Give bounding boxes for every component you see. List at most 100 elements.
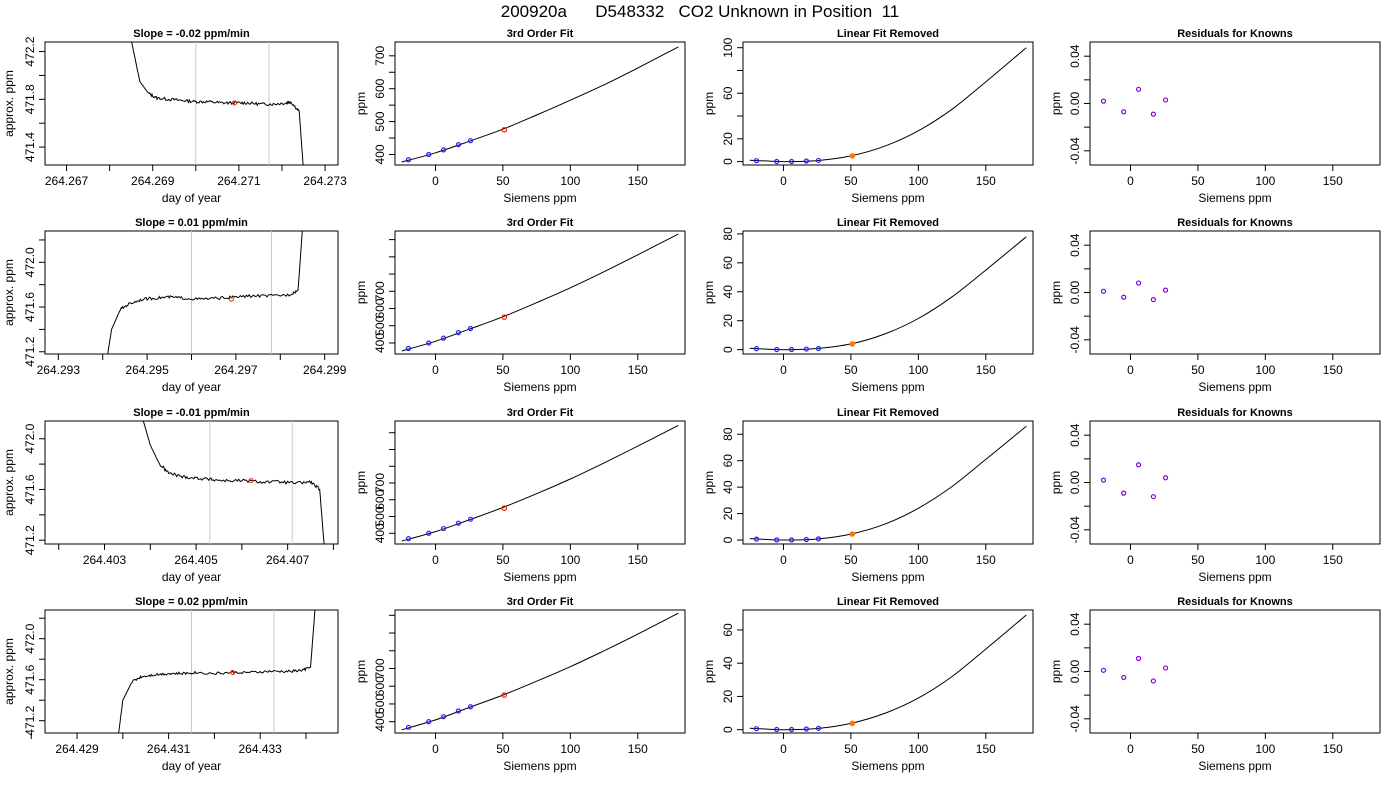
sample-marker [232, 100, 238, 106]
x-tick-label: 150 [976, 363, 996, 377]
y-axis-label: approx. ppm [2, 259, 16, 326]
unknown-point [849, 720, 856, 727]
y-tick-label: 0.00 [1068, 280, 1082, 304]
x-tick-label: 50 [1191, 363, 1205, 377]
known-point [1150, 111, 1156, 117]
known-point [440, 714, 447, 720]
fit-curve [401, 612, 679, 731]
x-tick-label: 264.271 [217, 174, 261, 188]
x-tick-label: 150 [1323, 742, 1343, 756]
panel-title: Linear Fit Removed [837, 407, 939, 419]
known-point [426, 151, 432, 158]
x-tick-label: 50 [1191, 553, 1205, 567]
panel-title: Residuals for Knowns [1177, 407, 1293, 419]
known-point [405, 157, 412, 163]
panel-r2-c2: 3rd Order Fit 0 50 100 150 Siemens ppm 4005006… [354, 217, 686, 394]
known-point [815, 157, 822, 164]
known-point [753, 726, 760, 732]
plot-frame [394, 230, 686, 355]
plot-area [749, 614, 1027, 733]
y-tick-label: 472.0 [23, 247, 37, 277]
panel-title: Slope = 0.01 ppm/min [135, 217, 248, 229]
x-tick-label: 264.293 [37, 363, 81, 377]
known-point [1150, 296, 1156, 303]
y-axis-label: approx. ppm [2, 449, 16, 516]
x-tick-label: 50 [496, 742, 510, 756]
x-tick-label: 100 [560, 174, 580, 188]
panel-title: Residuals for Knowns [1177, 596, 1293, 608]
x-axis-label: day of year [162, 380, 221, 394]
panel-r1-c2: 3rd Order Fit 0 50 100 150 Siemens ppm 400 500 6… [354, 28, 686, 205]
known-point [467, 516, 474, 522]
x-axis-label: Siemens ppm [1198, 570, 1271, 584]
plot-area [1100, 655, 1169, 684]
known-point [1100, 667, 1107, 673]
x-tick-label: 264.269 [131, 174, 175, 188]
y-tick-label: 600 [373, 78, 387, 98]
fit-curve [749, 236, 1027, 351]
y-axis-label: ppm [1049, 92, 1063, 115]
x-tick-label: 264.433 [238, 742, 282, 756]
x-tick-label: 150 [628, 174, 648, 188]
x-axis-label: Siemens ppm [1198, 380, 1271, 394]
plot-area [118, 610, 316, 733]
y-axis-label: ppm [354, 281, 368, 304]
known-point [803, 536, 809, 543]
unknown-point [501, 692, 508, 698]
unknown-point [501, 314, 508, 320]
y-tick-label: 500 [373, 315, 387, 335]
y-tick-label: 60 [721, 454, 735, 468]
x-tick-label: 50 [496, 174, 510, 188]
x-tick-label: 150 [628, 363, 648, 377]
x-tick-label: 0 [780, 553, 787, 567]
known-point [1121, 109, 1127, 115]
y-tick-label: 400 [373, 711, 387, 731]
x-tick-label: 0 [780, 174, 787, 188]
x-tick-label: 264.431 [147, 742, 191, 756]
panel-title: Slope = 0.02 ppm/min [135, 596, 248, 608]
y-tick-label: 471.8 [23, 84, 37, 114]
plot-area [749, 47, 1027, 165]
y-tick-label: 0.00 [1068, 659, 1082, 683]
unknown-point [501, 127, 508, 133]
y-tick-label: 0 [721, 536, 735, 543]
y-tick-label: -0.04 [1068, 137, 1082, 165]
y-tick-label: 100 [721, 37, 735, 57]
x-tick-label: 100 [908, 363, 928, 377]
known-point [455, 330, 461, 336]
y-tick-label: 471.6 [23, 474, 37, 504]
y-tick-label: 80 [721, 427, 735, 441]
known-point [426, 719, 432, 725]
y-tick-label: 60 [721, 623, 735, 637]
x-tick-label: 100 [1255, 553, 1275, 567]
y-tick-label: 20 [721, 689, 735, 703]
plot-area [1100, 86, 1169, 117]
panel-r1-c1: Slope = -0.02 ppm/min 264.267 264.269 264.2… [2, 28, 347, 205]
y-tick-label: 0.00 [1068, 470, 1082, 494]
x-tick-label: 50 [844, 174, 858, 188]
known-point [1162, 665, 1169, 671]
plot-frame [1089, 609, 1381, 734]
y-tick-label: 400 [373, 144, 387, 164]
y-tick-label: 500 [373, 506, 387, 526]
y-tick-label: 700 [373, 281, 387, 301]
known-point [440, 335, 447, 341]
x-tick-label: 264.299 [303, 363, 347, 377]
y-tick-label: 700 [373, 658, 387, 678]
x-axis-label: Siemens ppm [503, 380, 576, 394]
x-tick-label: 150 [1323, 174, 1343, 188]
x-tick-label: 264.403 [83, 553, 127, 567]
x-tick-label: 264.429 [55, 742, 99, 756]
known-point [803, 158, 809, 164]
sample-marker [230, 670, 236, 676]
panel-r4-c3: Linear Fit Removed 0 50 100 150 Siemens ppm 0 2… [702, 596, 1034, 773]
y-tick-label: 471.2 [23, 336, 37, 366]
plot-area [401, 424, 679, 542]
panel-title: 3rd Order Fit [507, 596, 574, 608]
fit-curve [401, 424, 679, 542]
x-tick-label: 100 [908, 742, 928, 756]
y-tick-label: 600 [373, 489, 387, 509]
plot-frame [394, 609, 686, 734]
fit-curve [749, 614, 1027, 731]
y-axis-label: ppm [1049, 471, 1063, 494]
